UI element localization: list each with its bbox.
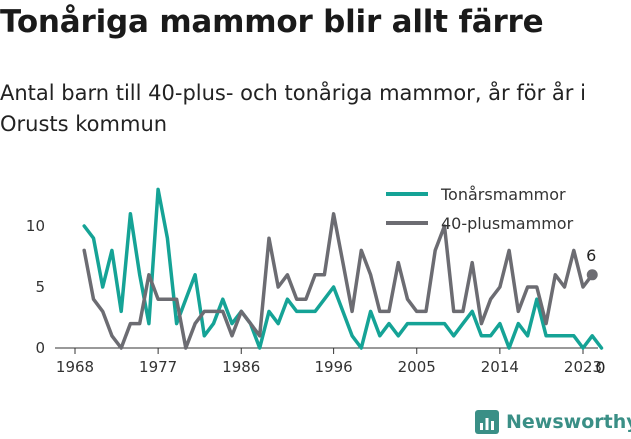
end-value-label: 6	[586, 246, 596, 265]
x-tick-label: 1996	[315, 358, 353, 376]
x-tick-label: 2005	[398, 358, 436, 376]
brand-logo: Newsworthy	[474, 409, 631, 435]
legend-entry: 40-plusmammor	[441, 214, 574, 233]
x-tick-label: 1986	[222, 358, 260, 376]
newsworthy-logo-icon	[475, 410, 499, 434]
y-tick-label: 5	[35, 278, 45, 296]
series-line-tonarsmammor	[82, 187, 604, 350]
y-tick-label: 10	[26, 217, 45, 235]
y-tick-label: 0	[35, 339, 45, 357]
chart-subtitle: Antal barn till 40-plus- och tonåriga ma…	[0, 81, 586, 136]
x-tick-label: 2023	[564, 358, 602, 376]
chart-title: Tonåriga mammor blir allt färre	[0, 4, 544, 40]
x-tick-label: 1977	[139, 358, 177, 376]
series-line-40-plusmammor	[82, 212, 594, 350]
end-point-marker	[586, 269, 598, 281]
legend-entry: Tonårsmammor	[440, 185, 566, 204]
brand-name: Newsworthy	[506, 411, 631, 433]
x-tick-label: 2014	[481, 358, 519, 376]
end-value-label: 0	[595, 358, 605, 377]
x-tick-label: 1968	[56, 358, 94, 376]
